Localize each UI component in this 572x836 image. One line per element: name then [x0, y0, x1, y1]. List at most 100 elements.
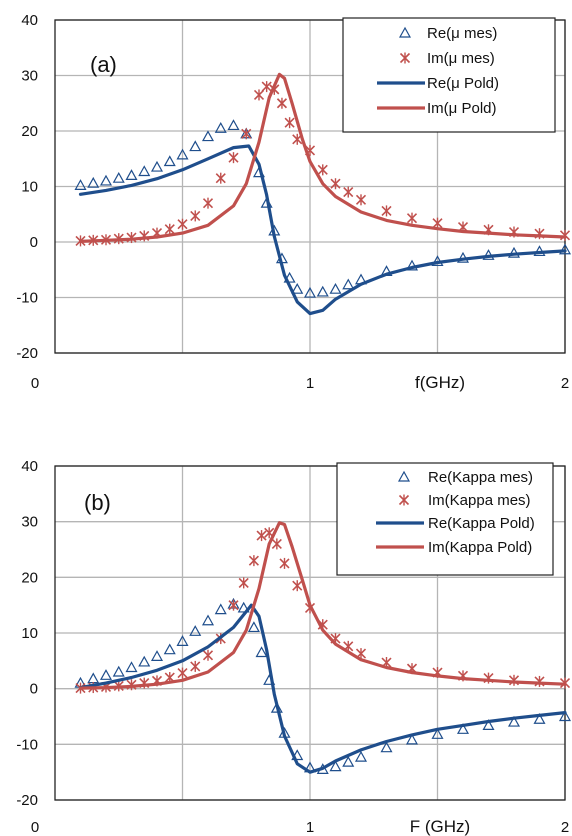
data-point-triangle: [316, 285, 329, 297]
legend-entry: Im(μ mes): [427, 50, 495, 67]
data-point-triangle: [397, 470, 411, 482]
data-point-triangle: [87, 672, 100, 684]
data-point-triangle: [342, 755, 355, 767]
series-Re(μ Pold): [78, 144, 567, 316]
legend-entry: Re(Kappa Pold): [428, 515, 535, 532]
legend: Re(Kappa mes) Im(Kappa mes) Re(Kappa Pold)…: [336, 462, 554, 576]
data-point-star: [317, 164, 328, 176]
data-point-triangle: [533, 713, 546, 724]
data-point-triangle: [431, 728, 444, 739]
data-point-triangle: [380, 741, 393, 753]
data-point-triangle: [138, 655, 151, 667]
data-point-triangle: [237, 601, 250, 613]
data-point-triangle: [342, 278, 355, 290]
data-point-star: [248, 555, 259, 567]
data-point-star: [261, 81, 272, 93]
data-point-star: [228, 152, 239, 164]
data-point-triangle: [398, 26, 412, 38]
data-point-triangle: [558, 710, 572, 722]
data-point-triangle: [176, 148, 189, 160]
data-point-triangle: [74, 179, 87, 190]
series-line: [78, 72, 567, 243]
legend-entry: Im(Kappa Pold): [428, 539, 532, 556]
data-point-star: [164, 223, 175, 235]
data-point-star: [215, 172, 226, 184]
data-point-triangle: [354, 750, 368, 762]
data-point-triangle: [163, 155, 176, 167]
x-axis-label: F (GHz): [410, 817, 470, 836]
data-point-triangle: [214, 603, 227, 615]
series-Im(Kappa Pold): [78, 521, 567, 690]
data-point-triangle: [507, 715, 521, 727]
data-point-star: [253, 89, 265, 101]
x-tick-label: 2: [561, 375, 569, 392]
data-point-triangle: [189, 140, 202, 152]
data-point-star: [202, 197, 214, 209]
data-point-triangle: [227, 119, 240, 131]
data-point-star: [241, 128, 252, 140]
y-tick-label: 10: [21, 625, 38, 642]
y-tick-label: 20: [21, 123, 38, 140]
data-point-star: [202, 649, 214, 661]
panel-label: (b): [84, 490, 111, 515]
data-point-star: [330, 178, 341, 190]
x-tick-label: 0: [31, 819, 39, 836]
y-tick-label: 0: [30, 681, 38, 698]
chart-panel-b: 40 30 20 10 0 -10 -20 0 1 2 F (GHz) (b) Re(Kappa mes…: [16, 458, 572, 836]
legend-entry: Re(μ Pold): [427, 75, 499, 92]
data-point-triangle: [125, 169, 138, 180]
y-tick-label: 40: [21, 458, 38, 475]
x-tick-label: 0: [31, 375, 39, 392]
series-line: [78, 603, 567, 774]
data-point-triangle: [201, 614, 215, 626]
legend-box: [342, 17, 556, 133]
x-tick-label: 2: [561, 819, 569, 836]
data-point-star: [190, 210, 201, 222]
data-point-star: [271, 538, 282, 550]
panel-label: (a): [90, 52, 117, 77]
data-point-star: [432, 217, 443, 229]
y-tick-label: 40: [21, 12, 38, 29]
x-tick-label: 1: [306, 819, 314, 836]
y-tick-label: -20: [16, 345, 38, 362]
plot-frame: [54, 465, 566, 801]
y-tick-label: 0: [30, 234, 38, 251]
data-point-triangle: [405, 733, 419, 745]
data-point-triangle: [329, 760, 342, 772]
data-point-triangle: [291, 282, 304, 294]
data-point-triangle: [87, 176, 100, 188]
y-tick-label: 20: [21, 569, 38, 586]
data-point-triangle: [125, 661, 138, 673]
y-tick-label: -10: [16, 290, 38, 307]
data-point-triangle: [150, 650, 164, 661]
data-point-star: [398, 494, 410, 506]
x-tick-label: 1: [306, 375, 314, 392]
data-point-triangle: [176, 635, 189, 646]
data-point-star: [399, 52, 411, 64]
legend-box: [336, 462, 554, 576]
data-point-star: [228, 599, 239, 611]
data-point-triangle: [558, 243, 572, 255]
data-point-star: [177, 218, 188, 230]
data-point-triangle: [329, 282, 342, 294]
data-point-star: [279, 557, 290, 569]
data-point-triangle: [112, 665, 125, 677]
series-Re(μ mes): [74, 119, 572, 298]
data-point-star: [177, 667, 188, 679]
series-line: [78, 521, 567, 690]
plot-frame: [54, 19, 566, 354]
legend-entry: Im(Kappa mes): [428, 492, 531, 509]
series-Re(Kappa Pold): [78, 603, 567, 774]
data-point-star: [238, 577, 249, 589]
legend-entry: Re(μ mes): [427, 25, 497, 42]
y-tick-label: -20: [16, 792, 38, 809]
data-point-triangle: [150, 160, 164, 172]
data-point-triangle: [214, 121, 227, 133]
data-point-star: [406, 212, 418, 224]
data-point-star: [256, 530, 267, 542]
legend-entry: Im(μ Pold): [427, 100, 497, 117]
data-point-triangle: [482, 719, 495, 731]
data-point-triangle: [99, 174, 113, 186]
x-axis-label: f(GHz): [415, 373, 465, 392]
